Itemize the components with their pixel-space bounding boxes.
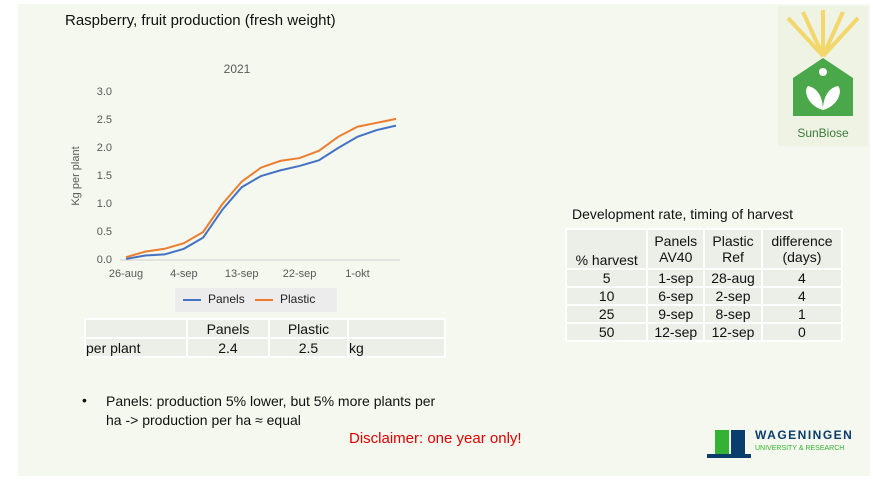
cell: 2.5: [267, 337, 350, 358]
chart: 2021 Kg per plant 0.0 0.5 1.0 1.5 2.0 2.5 3.0 2…: [70, 62, 400, 312]
bullet-dot: •: [82, 392, 87, 408]
cell: 4: [760, 286, 844, 306]
cell: Panels: [186, 318, 270, 339]
sunbiose-name: SunBiose: [797, 126, 849, 140]
cell: 50: [564, 322, 649, 342]
wur-sub: UNIVERSITY & RESEARCH: [755, 445, 844, 452]
slide-title: Raspberry, fruit production (fresh weigh…: [65, 12, 336, 29]
harvest-table: % harvest Panels AV40 Plastic Ref differenc…: [564, 228, 844, 342]
x-tick-label: 22-sep: [283, 268, 317, 280]
cell: 2.4: [186, 337, 270, 358]
y-tick-label: 1.0: [97, 198, 112, 210]
cell: 28-aug: [703, 268, 763, 288]
cell: Plastic: [267, 318, 350, 339]
x-tick-label: 4-sep: [170, 268, 198, 280]
cell: 12-sep: [646, 322, 706, 342]
y-tick-label: 2.0: [97, 142, 112, 154]
sunbiose-logo: SunBiose: [778, 6, 868, 146]
wur-name: WAGENINGEN: [755, 428, 853, 442]
legend-label: Plastic: [280, 292, 315, 306]
cell: 1: [760, 304, 844, 324]
y-axis-label: Kg per plant: [70, 146, 82, 205]
cell: 5: [564, 268, 649, 288]
cell: Panels AV40: [646, 228, 706, 270]
y-tick-label: 1.5: [97, 170, 112, 182]
cell: Plastic Ref: [703, 228, 763, 270]
cell: 2-sep: [703, 286, 763, 306]
cell: [347, 318, 446, 339]
cell: per plant: [84, 337, 188, 358]
y-tick-label: 0.5: [97, 226, 112, 238]
summary-table: Panels Plastic per plant 2.4 2.5 kg: [84, 318, 446, 358]
series-line: [125, 117, 397, 259]
cell: 12-sep: [703, 322, 763, 342]
x-tick-label: 1-okt: [345, 268, 369, 280]
chart-title: 2021: [224, 62, 251, 76]
cell: 10: [564, 286, 649, 306]
wur-logo: WAGENINGEN UNIVERSITY & RESEARCH: [707, 428, 853, 458]
bullet-text: Panels: production 5% lower, but 5% more…: [106, 393, 436, 428]
cell: 6-sep: [646, 286, 706, 306]
legend-label: Panels: [208, 292, 245, 306]
cell: 4: [760, 268, 844, 288]
series-line: [125, 124, 397, 260]
cell: difference (days): [760, 228, 844, 270]
y-tick-label: 0.0: [97, 254, 112, 266]
x-tick-label: 13-sep: [225, 268, 259, 280]
cell: % harvest: [564, 228, 649, 270]
harvest-table-title: Development rate, timing of harvest: [572, 206, 793, 222]
cell: 25: [564, 304, 649, 324]
cell: 9-sep: [646, 304, 706, 324]
cell: 0: [760, 322, 844, 342]
x-tick-label: 26-aug: [109, 268, 143, 280]
disclaimer: Disclaimer: one year only!: [349, 430, 522, 447]
cell: [84, 318, 188, 339]
y-tick-label: 3.0: [97, 86, 112, 98]
cell: 8-sep: [703, 304, 763, 324]
cell: 1-sep: [646, 268, 706, 288]
y-tick-label: 2.5: [97, 114, 112, 126]
cell: kg: [347, 337, 446, 358]
